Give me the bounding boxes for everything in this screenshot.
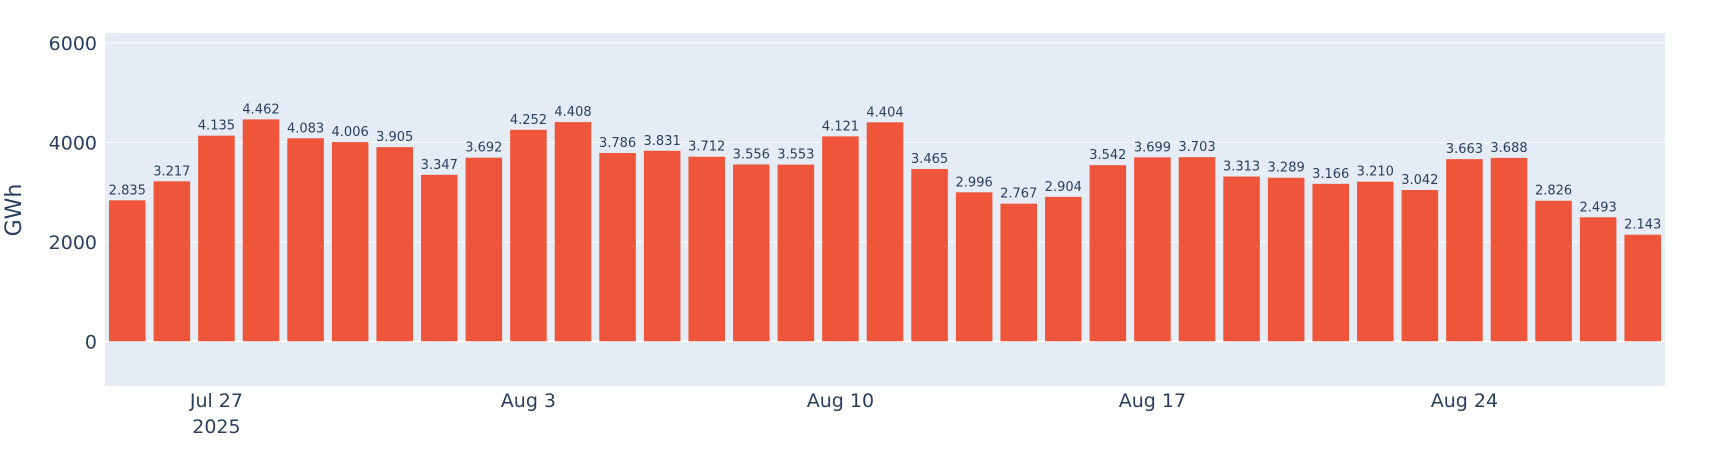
bar-value-label: 3.905 — [376, 130, 413, 145]
y-tick-label: 4000 — [49, 132, 97, 154]
bar — [1267, 177, 1305, 342]
bar-value-label: 3.289 — [1268, 161, 1305, 176]
bar — [1089, 165, 1127, 342]
bar — [911, 168, 948, 342]
bar-value-label: 4.404 — [866, 105, 903, 120]
bar — [1134, 157, 1171, 342]
bar — [1357, 181, 1394, 342]
bar-value-label: 3.542 — [1089, 148, 1126, 163]
bar — [733, 164, 770, 342]
bar-value-label: 3.210 — [1357, 165, 1394, 180]
x-tick-label: Aug 17 — [1119, 390, 1186, 412]
bar-value-label: 2.143 — [1624, 218, 1661, 233]
y-tick-label: 2000 — [49, 232, 97, 254]
x-tick-label: Aug 3 — [501, 390, 556, 412]
bar-value-label: 2.767 — [1000, 187, 1037, 202]
bar — [198, 135, 235, 342]
bar-labels: 2.835 3.217 4.135 4.462 4.083 4.006 3.905 3.347… — [109, 102, 1662, 232]
bar-value-label: 3.786 — [599, 136, 636, 151]
bar-value-label: 4.121 — [822, 119, 859, 134]
bar-value-label: 3.217 — [153, 164, 190, 179]
x-tick-label: Jul 27 — [189, 390, 243, 412]
bar — [1312, 183, 1349, 342]
bar — [465, 157, 503, 342]
bar — [1223, 176, 1260, 342]
bar — [1490, 157, 1528, 342]
bar — [1579, 217, 1617, 342]
bar — [242, 119, 280, 342]
bar — [287, 138, 324, 342]
x-tick-year-label: 2025 — [192, 416, 240, 438]
y-axis-ticks: 0 2000 4000 6000 — [49, 33, 97, 353]
bar-value-label: 3.692 — [465, 141, 502, 156]
bar-value-label: 2.835 — [109, 183, 146, 198]
bar-value-label: 3.699 — [1134, 140, 1171, 155]
bar — [777, 164, 815, 342]
y-axis-title: GWh — [2, 184, 27, 237]
bar-value-label: 4.408 — [554, 105, 591, 120]
bar-value-label: 4.006 — [332, 125, 369, 140]
bar — [1178, 157, 1216, 342]
bar — [554, 122, 592, 342]
bar — [1045, 196, 1082, 342]
bar-value-label: 3.042 — [1401, 173, 1438, 188]
bar-value-label: 4.252 — [510, 113, 547, 128]
bar — [510, 129, 547, 342]
bar — [1624, 234, 1661, 342]
bar — [331, 142, 369, 342]
bar-value-label: 4.083 — [287, 121, 324, 136]
bar-value-label: 3.688 — [1490, 141, 1527, 156]
bar — [643, 150, 681, 342]
bar — [955, 192, 993, 342]
y-tick-label: 6000 — [49, 33, 97, 55]
x-axis-ticks: Jul 27 2025 Aug 3 Aug 10 Aug 17 Aug 24 — [189, 390, 1498, 438]
bars — [109, 119, 1661, 342]
bar-value-label: 2.493 — [1580, 200, 1617, 215]
bar — [376, 147, 413, 342]
bar — [599, 153, 636, 342]
bar-value-label: 2.904 — [1045, 180, 1082, 195]
bar — [153, 181, 191, 342]
x-tick-label: Aug 24 — [1431, 390, 1498, 412]
bar — [1401, 190, 1439, 342]
bar-value-label: 4.462 — [242, 102, 279, 117]
bar-value-label: 3.313 — [1223, 160, 1260, 175]
bar — [421, 174, 458, 342]
bar — [822, 136, 859, 342]
bar — [688, 156, 725, 342]
bar-value-label: 2.826 — [1535, 184, 1572, 199]
bar — [109, 200, 146, 342]
bar-value-label: 3.166 — [1312, 167, 1349, 182]
x-tick-label: Aug 10 — [807, 390, 874, 412]
bar-value-label: 3.465 — [911, 152, 948, 167]
bar-value-label: 3.703 — [1178, 140, 1215, 155]
bar — [1000, 203, 1037, 342]
bar-value-label: 3.663 — [1446, 142, 1483, 157]
bar-value-label: 3.347 — [421, 158, 458, 173]
bar-value-label: 3.831 — [644, 134, 681, 149]
bar-value-label: 3.556 — [733, 147, 770, 162]
bar — [866, 122, 904, 342]
bar-value-label: 2.996 — [956, 175, 993, 190]
bar-value-label: 4.135 — [198, 119, 235, 134]
bar-value-label: 3.712 — [688, 140, 725, 155]
y-tick-label: 0 — [85, 331, 97, 353]
bar-value-label: 3.553 — [777, 148, 814, 163]
bar — [1446, 159, 1483, 342]
bar — [1535, 200, 1572, 342]
